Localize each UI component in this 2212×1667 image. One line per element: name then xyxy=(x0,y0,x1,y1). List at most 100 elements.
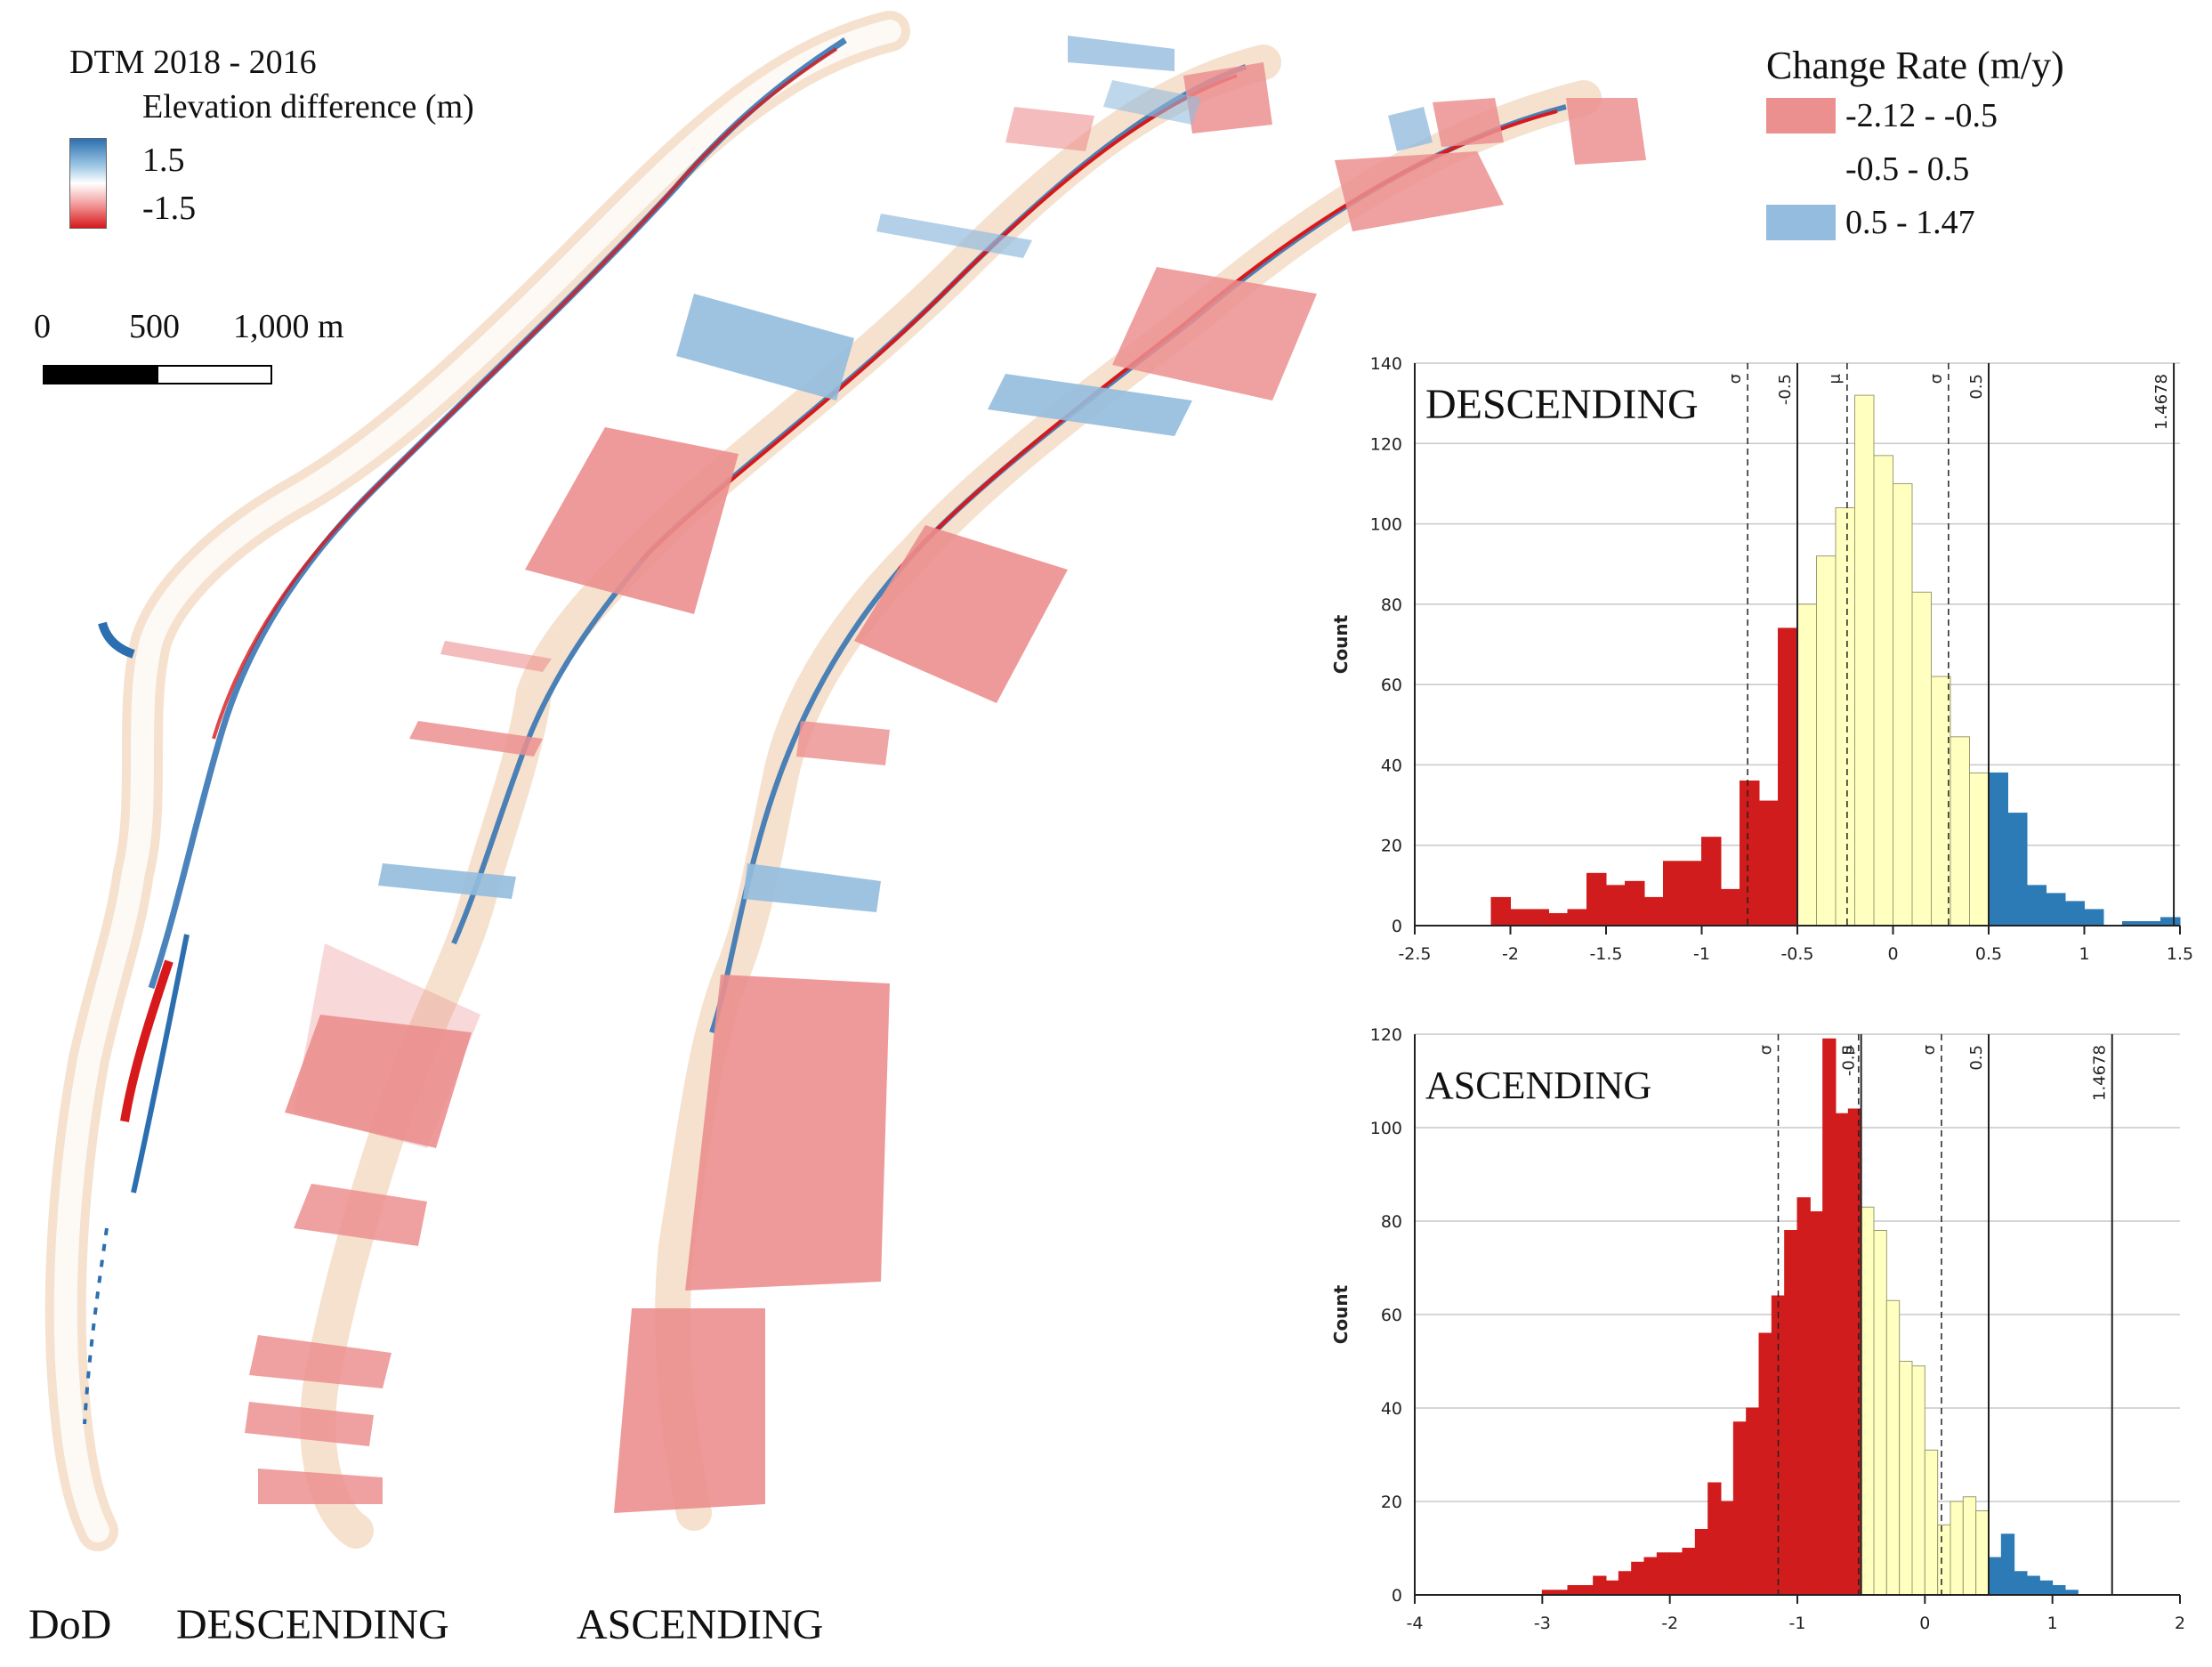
ascending-map xyxy=(614,80,1646,1531)
x-tick-label: -1 xyxy=(1693,944,1710,964)
histogram-bar xyxy=(1656,1552,1671,1596)
x-tick-label: -0.5 xyxy=(1780,944,1813,964)
histogram-bar xyxy=(2026,1575,2040,1596)
histogram-bar xyxy=(2046,893,2066,927)
y-tick-label: 100 xyxy=(1370,1119,1402,1138)
histogram-bar xyxy=(1529,909,1549,927)
legend-label-stable: -0.5 - 0.5 xyxy=(1845,150,1970,188)
histogram-bar xyxy=(1618,1571,1633,1596)
y-tick-label: 100 xyxy=(1370,515,1402,535)
map-label-descending: DESCENDING xyxy=(176,1601,449,1648)
legend-swatch-negative xyxy=(1766,98,1836,134)
histogram-bar xyxy=(1567,909,1587,927)
scale-label-500: 500 xyxy=(129,308,180,345)
legend-label-positive: 0.5 - 1.47 xyxy=(1845,204,1975,241)
histogram-bar xyxy=(1579,1585,1594,1596)
y-tick-label: 60 xyxy=(1381,1306,1402,1325)
y-tick-label: 60 xyxy=(1381,676,1402,695)
x-tick-label: -1.5 xyxy=(1589,944,1622,964)
reference-line-label: 0.5 xyxy=(1967,1045,1986,1071)
x-tick-label: 0.5 xyxy=(1975,944,2002,964)
histogram-bar xyxy=(2084,909,2104,927)
dod-legend-min: -1.5 xyxy=(142,190,197,227)
histogram-bar xyxy=(1969,772,1990,927)
histogram-bar xyxy=(1732,1421,1748,1596)
x-tick-label: -2 xyxy=(1661,1614,1678,1633)
histogram-bar xyxy=(1911,1365,1925,1596)
histogram-bar xyxy=(1885,1299,1901,1596)
histogram-bar xyxy=(1893,482,1913,927)
histogram-bar xyxy=(1988,772,2008,927)
elevation-color-ramp xyxy=(69,138,107,229)
histogram-bar xyxy=(1746,1407,1760,1596)
y-tick-label: 0 xyxy=(1392,1586,1402,1606)
histogram-bar xyxy=(2026,885,2047,927)
reference-line-label: 1.4678 xyxy=(2152,374,2171,430)
x-tick-label: -4 xyxy=(1407,1614,1424,1633)
x-tick-label: 1 xyxy=(2047,1614,2058,1633)
histogram-bar xyxy=(1548,912,1569,927)
histogram-bar xyxy=(1669,1552,1683,1596)
histogram-bar xyxy=(1816,555,1837,927)
histogram-bar xyxy=(1835,1113,1849,1596)
change-legend-title: Change Rate (m/y) xyxy=(1766,44,2064,87)
histogram-bar xyxy=(1593,1575,1607,1596)
reference-line-label: 1.4678 xyxy=(2091,1045,2110,1101)
dod-legend-subtitle: Elevation difference (m) xyxy=(142,88,474,125)
histogram-title: DESCENDING xyxy=(1425,381,1699,428)
scale-bar-filled xyxy=(44,367,158,383)
x-tick-label: -3 xyxy=(1534,1614,1551,1633)
y-tick-label: 20 xyxy=(1381,1493,1402,1512)
histogram-bar xyxy=(1854,394,1875,927)
map-label-ascending: ASCENDING xyxy=(577,1601,824,1648)
dod-legend-title: DTM 2018 - 2016 xyxy=(69,44,317,81)
reference-line-label: σ xyxy=(1757,1045,1776,1055)
histogram-bar xyxy=(1510,909,1530,927)
histogram-ascending: 0 20 40 60 80 100 120 -4 -3 -2 -1 0 1 2 σ -0.5μ σ 0.5 1.46… xyxy=(1330,1025,2185,1633)
histogram-bar xyxy=(1682,861,1702,927)
x-tick-label: 0 xyxy=(1919,1614,1930,1633)
histogram-bar xyxy=(1720,888,1740,927)
y-tick-label: 40 xyxy=(1381,1399,1402,1419)
scale-label-1000: 1,000 m xyxy=(233,308,344,345)
x-tick-label: 1 xyxy=(2079,944,2089,964)
histogram-bar xyxy=(2160,917,2181,927)
reference-line-label: -0.5 xyxy=(1840,1045,1859,1076)
y-tick-label: 80 xyxy=(1381,595,1402,615)
y-tick-label: 120 xyxy=(1370,434,1402,454)
histogram-bar xyxy=(1796,603,1817,927)
histogram-bar xyxy=(1911,591,1932,927)
map-label-dod: DoD xyxy=(28,1601,112,1648)
histogram-bar xyxy=(1631,1561,1645,1596)
y-tick-label: 20 xyxy=(1381,837,1402,856)
histogram-bar xyxy=(1873,1230,1887,1596)
histogram-bar xyxy=(1796,1197,1811,1596)
histogram-bar xyxy=(1663,861,1683,927)
histogram-bar xyxy=(2064,901,2085,927)
reference-line-label: σ xyxy=(1726,374,1745,384)
histogram-bar xyxy=(1931,676,1951,927)
histogram-bar xyxy=(1490,896,1511,927)
histogram-bar xyxy=(1701,837,1722,927)
reference-line-label: σ xyxy=(1927,374,1946,384)
histogram-bar xyxy=(1625,880,1645,927)
reference-line-label: μ xyxy=(1826,373,1845,384)
histogram-bar xyxy=(2014,1571,2028,1596)
histogram-bar xyxy=(1694,1529,1709,1596)
histogram-bar xyxy=(2007,813,2028,927)
histogram-bar xyxy=(1847,1108,1862,1596)
x-tick-label: -2.5 xyxy=(1398,944,1431,964)
histogram-bar xyxy=(1758,800,1779,927)
reference-line-label: 0.5 xyxy=(1967,374,1986,400)
reference-line-label: μ xyxy=(1837,1044,1856,1055)
histogram-bar xyxy=(1962,1496,1977,1596)
histogram-bar xyxy=(1937,1524,1951,1596)
histogram-bar xyxy=(1605,1580,1619,1596)
histogram-bar xyxy=(2000,1533,2015,1596)
histogram-bar xyxy=(1861,1206,1875,1596)
histogram-descending: 0 20 40 60 80 100 120 140 -2.5 -2 -1.5 -1 -0.5 0 0.5 1 1… xyxy=(1330,354,2193,964)
histogram-bar xyxy=(1758,1332,1772,1596)
legend-label-negative: -2.12 - -0.5 xyxy=(1845,97,1998,134)
histogram-bar xyxy=(1682,1548,1696,1596)
descending-map xyxy=(245,36,1281,1549)
